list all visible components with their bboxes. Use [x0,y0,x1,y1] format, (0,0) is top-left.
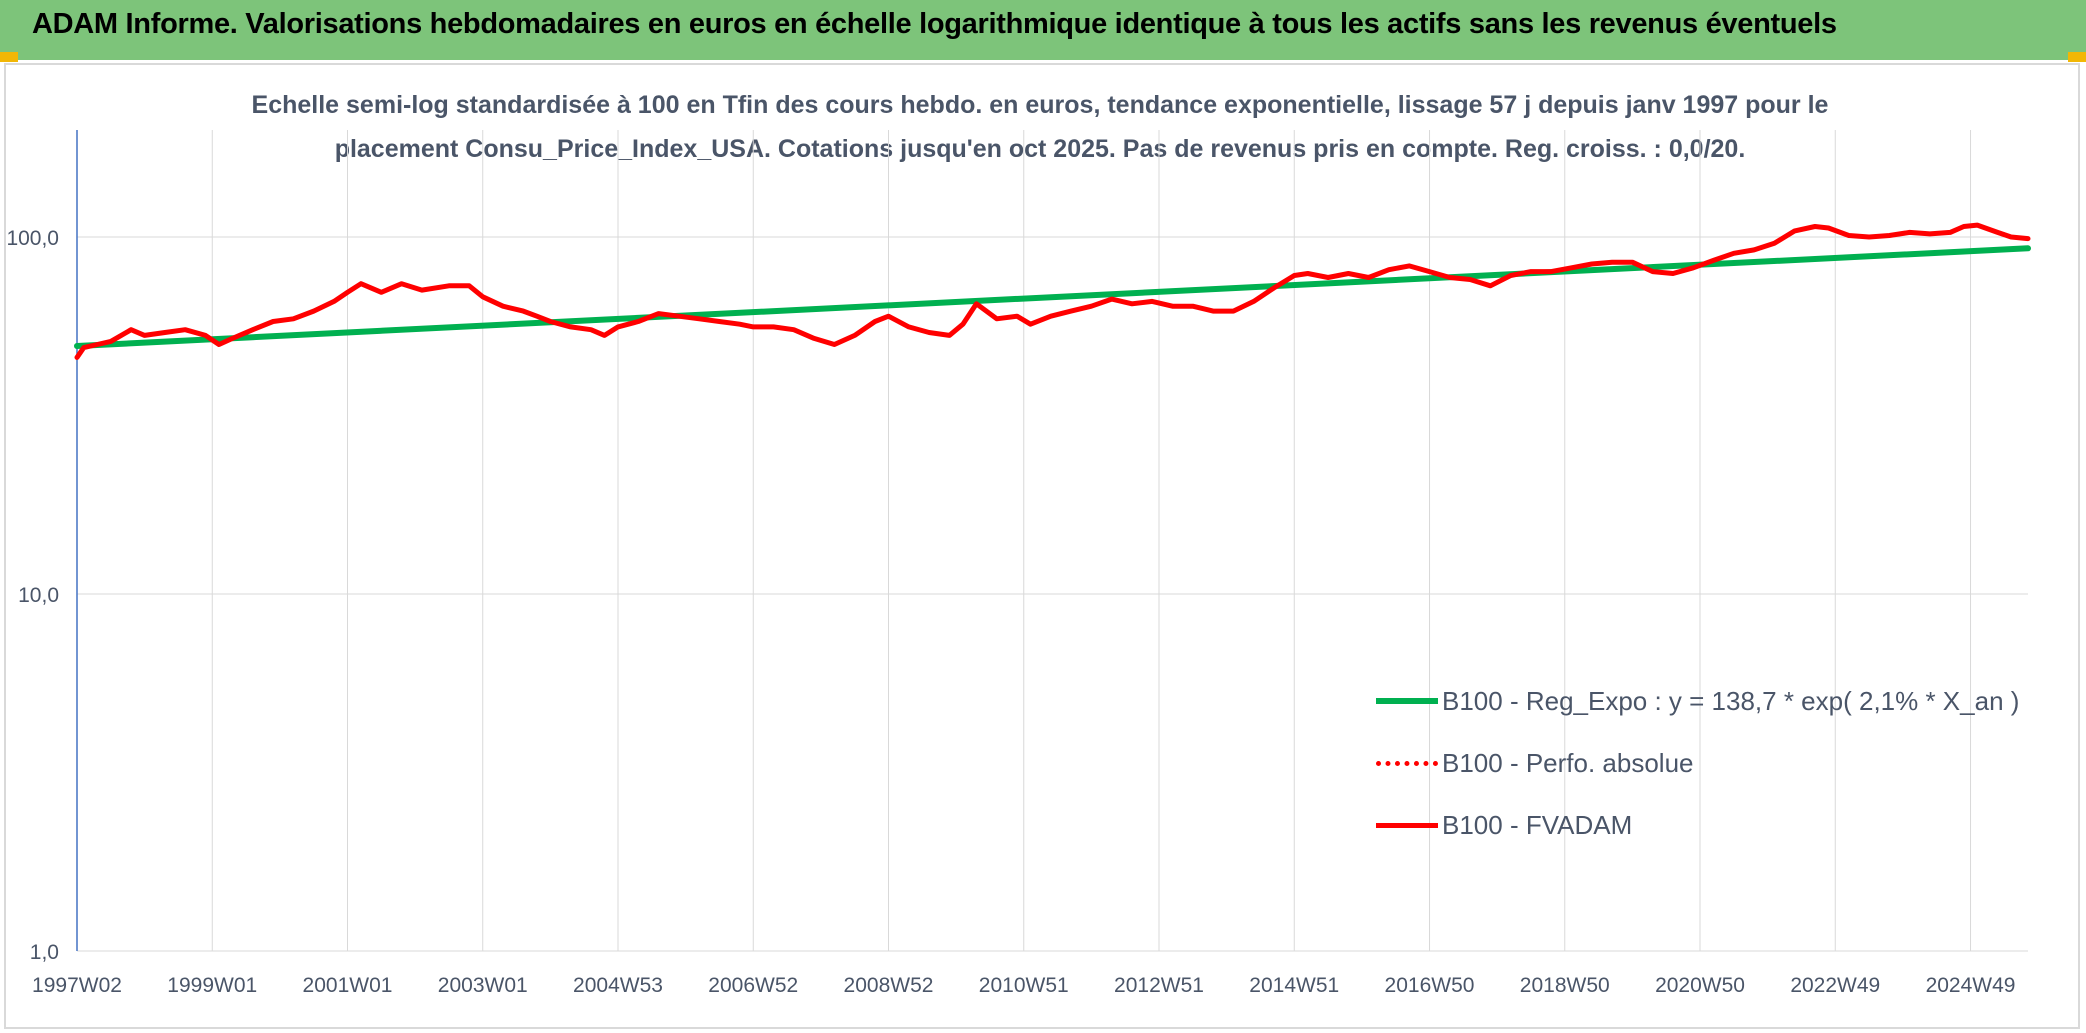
x-tick-label: 2020W50 [1655,974,1745,997]
x-tick-label: 1999W01 [167,974,257,997]
chart-title-line-1: Echelle semi-log standardisée à 100 en T… [251,91,1829,119]
x-tick-label: 2014W51 [1249,974,1339,997]
x-tick-label: 1997W02 [32,974,122,997]
x-tick-label: 2018W50 [1520,974,1610,997]
legend-swatch-fvadam [1376,822,1438,828]
corner-marker [0,52,18,62]
title-banner: ADAM Informe. Valorisations hebdomadaire… [0,0,2086,60]
y-tick-label: 10,0 [18,584,59,607]
x-tick-label: 2022W49 [1790,974,1880,997]
x-tick-label: 2004W53 [573,974,663,997]
legend-item-regression: B100 - Reg_Expo : y = 138,7 * exp( 2,1% … [1376,686,2019,716]
x-tick-label: 2003W01 [438,974,528,997]
legend-label-perfo: B100 - Perfo. absolue [1442,747,1694,778]
chart-title-line-2: placement Consu_Price_Index_USA. Cotatio… [334,135,1746,163]
x-tick-label: 2012W51 [1114,974,1204,997]
legend-label-regression: B100 - Reg_Expo : y = 138,7 * exp( 2,1% … [1442,685,2020,716]
regression-line [74,245,2031,349]
legend-label-fvadam: B100 - FVADAM [1442,809,1633,840]
legend-item-perfo: B100 - Perfo. absolue [1376,748,1694,778]
x-tick-label: 2024W49 [1926,974,2016,997]
x-tick-label: 2008W52 [844,974,934,997]
banner-title: ADAM Informe. Valorisations hebdomadaire… [32,8,1837,40]
chart-frame [4,63,2080,1029]
legend-swatch-regression [1376,698,1438,704]
y-tick-label: 100,0 [6,227,59,250]
y-tick-label: 1,0 [30,941,59,964]
x-tick-label: 2006W52 [708,974,798,997]
legend-swatch-perfo [1376,760,1438,766]
legend-item-fvadam: B100 - FVADAM [1376,810,1632,840]
x-tick-label: 2001W01 [303,974,393,997]
x-tick-label: 2010W51 [979,974,1069,997]
x-tick-label: 2016W50 [1385,974,1475,997]
fvadam-line [74,222,2031,360]
corner-marker [2068,52,2086,62]
